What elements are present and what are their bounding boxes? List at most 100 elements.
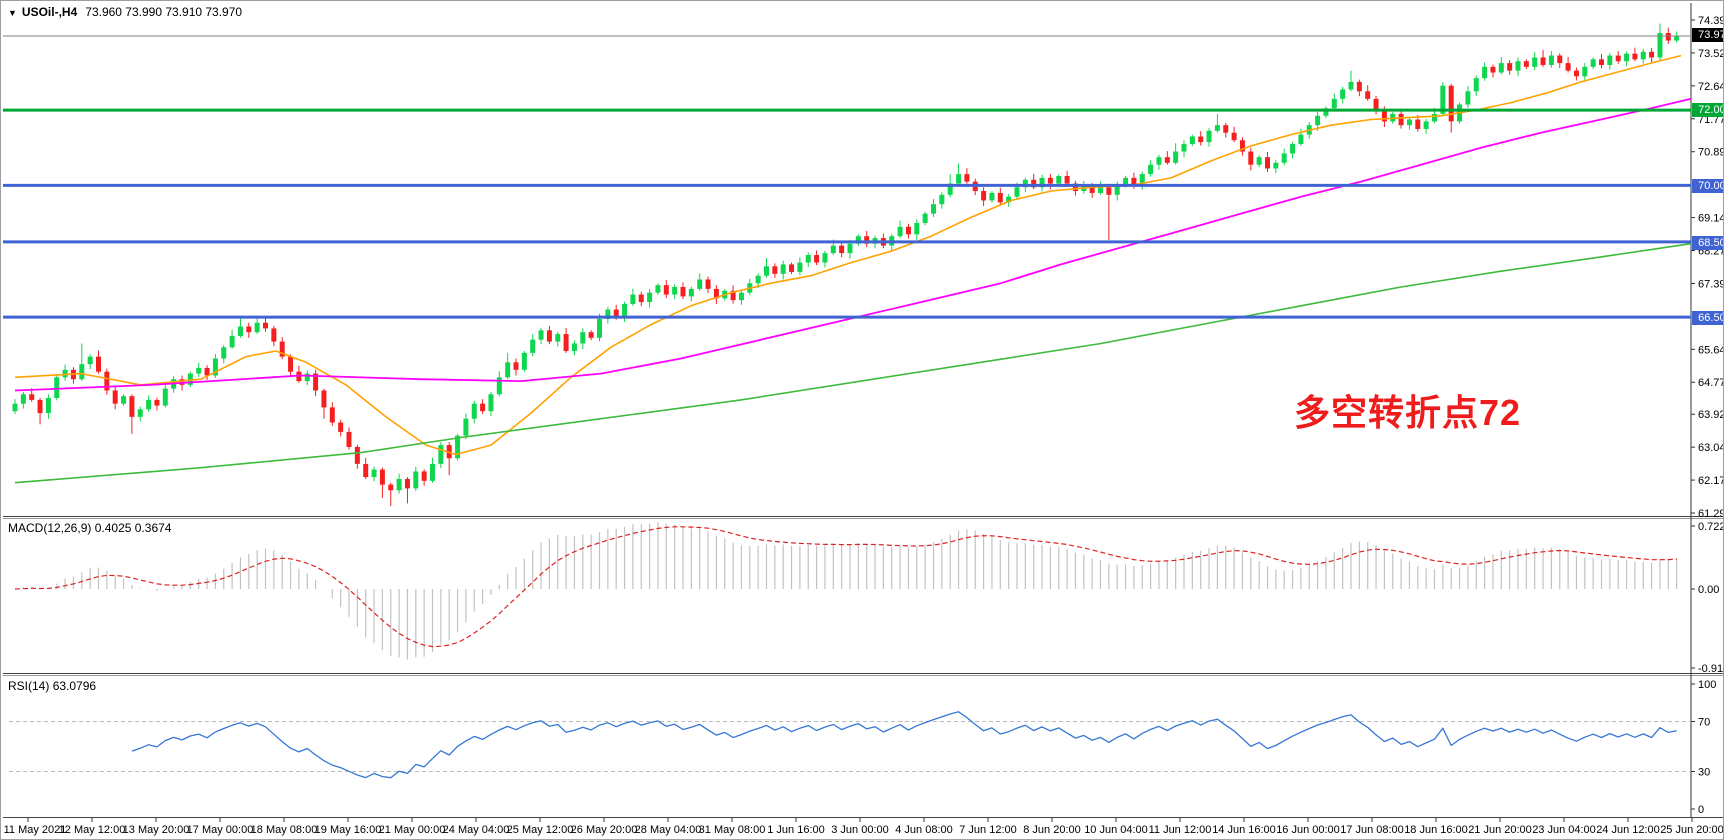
candle	[271, 328, 277, 342]
candle	[713, 288, 719, 299]
time-tick-label: 28 May 04:00	[635, 824, 702, 836]
candle	[964, 174, 970, 182]
candle	[1507, 63, 1513, 71]
candle	[989, 192, 995, 201]
candle	[688, 288, 694, 297]
time-tick-label: 16 Jun 00:00	[1276, 824, 1340, 836]
time-tick-label: 17 May 00:00	[187, 824, 254, 836]
candle	[638, 294, 644, 303]
candle	[1649, 51, 1655, 58]
price-tick-label: 62.170	[1698, 475, 1724, 487]
candle	[187, 373, 193, 385]
candle	[789, 264, 795, 272]
candle	[655, 285, 661, 293]
candle	[830, 245, 836, 254]
candle	[288, 356, 294, 372]
candle	[379, 469, 385, 485]
candle	[764, 266, 769, 276]
candle	[1590, 59, 1596, 67]
candle	[1173, 151, 1179, 163]
candle	[388, 484, 394, 491]
time-tick-label: 13 May 20:00	[123, 824, 190, 836]
candle	[1582, 66, 1588, 77]
rsi-tick-label: 100	[1698, 679, 1716, 691]
candle	[956, 174, 962, 184]
candle	[864, 236, 870, 244]
candle	[1532, 57, 1538, 67]
candle	[1632, 53, 1638, 60]
price-tick-label: 65.645	[1698, 344, 1724, 356]
candle	[279, 341, 285, 357]
candle	[196, 367, 202, 374]
candle	[1064, 175, 1070, 184]
candle	[371, 469, 377, 478]
candle	[597, 319, 602, 338]
candle	[1231, 132, 1237, 141]
candle	[1106, 187, 1112, 195]
candle	[1273, 162, 1279, 169]
candle	[1022, 179, 1028, 188]
rsi-line	[131, 711, 1677, 779]
candle	[1490, 66, 1496, 73]
candle	[521, 352, 527, 370]
candle	[680, 287, 686, 297]
candle	[1465, 91, 1471, 105]
candle	[855, 236, 861, 244]
time-tick-label: 11 Jun 12:00	[1149, 824, 1212, 836]
time-tick-label: 19 May 16:00	[315, 824, 382, 836]
candle	[396, 478, 402, 491]
price-tick-label: 73.520	[1698, 48, 1724, 60]
price-tick-label: 63.045	[1698, 442, 1724, 454]
candle	[162, 388, 168, 406]
time-tick-label: 25 Jun 20:00	[1660, 824, 1724, 836]
level-72-price-tag: 72.000	[1692, 103, 1723, 117]
candle	[1047, 177, 1053, 184]
macd-name: MACD(12,26,9)	[8, 521, 92, 535]
candle	[1131, 177, 1137, 186]
candle	[62, 369, 68, 378]
candle	[254, 322, 260, 333]
candle	[1323, 108, 1329, 116]
price-tick-label: 70.895	[1698, 147, 1724, 159]
candle	[1256, 157, 1262, 165]
rsi-tick-label: 30	[1698, 767, 1710, 779]
macd-tick-label: 0.00	[1698, 584, 1719, 596]
candle	[1415, 119, 1421, 129]
candle	[755, 275, 761, 284]
rsi-tick-label: 0	[1698, 804, 1704, 816]
candle	[1640, 51, 1646, 60]
candle	[1072, 183, 1078, 192]
candle	[455, 435, 461, 459]
price-tick-label: 69.145	[1698, 213, 1724, 225]
candle	[404, 478, 410, 489]
price-tick-label: 63.920	[1698, 409, 1724, 421]
time-tick-label: 7 Jun 12:00	[959, 824, 1017, 836]
candle	[622, 303, 628, 318]
candle	[154, 399, 160, 406]
candle	[1239, 140, 1245, 152]
chart-title-bar: ▼ USOil-,H4 73.960 73.990 73.910 73.970	[8, 5, 242, 19]
candle	[1248, 151, 1254, 165]
candle	[805, 255, 811, 263]
time-tick-label: 4 Jun 08:00	[895, 824, 953, 836]
candle	[897, 226, 903, 237]
candle	[1315, 115, 1321, 126]
candle	[905, 226, 911, 235]
candle	[12, 403, 18, 412]
price-tick-label: 67.395	[1698, 278, 1724, 290]
rsi-tick-label: 70	[1698, 717, 1710, 729]
candle	[1098, 187, 1103, 193]
candle	[37, 399, 43, 414]
candle	[488, 394, 494, 412]
collapse-arrow-icon[interactable]: ▼	[8, 8, 17, 18]
candle	[797, 262, 803, 272]
candle	[571, 343, 577, 351]
candle	[1281, 153, 1287, 163]
time-tick-label: 23 Jun 04:00	[1532, 824, 1596, 836]
candle	[129, 396, 135, 417]
candle	[839, 245, 845, 254]
candle	[814, 255, 820, 263]
candle	[146, 399, 152, 410]
candle	[1373, 98, 1379, 111]
